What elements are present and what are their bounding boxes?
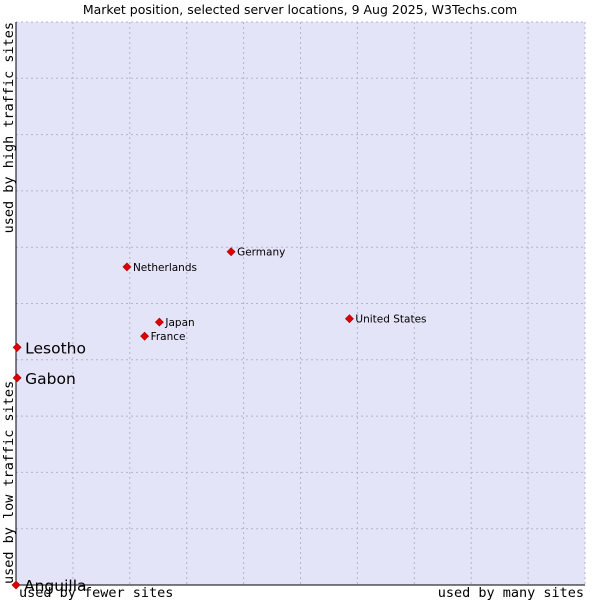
data-point: Germany [226,247,285,259]
point-marker [12,373,22,383]
data-point: France [140,331,186,343]
point-label: Germany [237,247,285,259]
point-label: Gabon [25,370,76,388]
data-point: Lesotho [12,339,86,357]
point-marker [11,580,21,590]
point-marker [12,342,22,352]
data-point: Netherlands [122,262,197,274]
chart-title: Market position, selected server locatio… [83,2,517,17]
point-marker [122,262,132,272]
point-label: United States [355,314,426,326]
data-point: Japan [154,317,195,329]
point-marker [140,331,150,341]
data-point: Gabon [12,370,76,388]
point-label: Lesotho [25,339,86,357]
data-points: Germany Netherlands United States Japan Fran… [11,247,427,595]
y-axis-label-top: used by high traffic sites [1,22,17,233]
point-label: France [151,331,186,343]
point-label: Anguilla [24,577,87,595]
grid [16,21,586,585]
point-label: Japan [164,317,194,329]
data-point: Anguilla [11,577,87,595]
data-point: United States [345,314,427,326]
x-axis-label-left: used by fewer sites [19,585,173,600]
point-marker [154,317,164,327]
point-label: Netherlands [133,262,197,274]
y-axis-label-bottom: used by low traffic sites [1,381,17,584]
point-marker [226,247,236,257]
point-marker [345,314,354,324]
x-axis-label-right: used by many sites [438,585,584,600]
